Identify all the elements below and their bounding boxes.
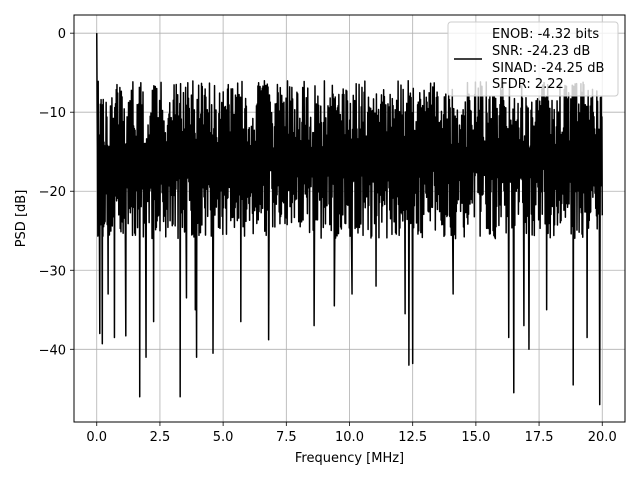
- x-tick-label: 15.0: [461, 430, 490, 445]
- legend: ENOB: -4.32 bits SNR: -24.23 dB SINAD: -…: [447, 21, 619, 97]
- legend-entry-sfdr: SFDR: 2.22: [492, 77, 564, 92]
- psd-series-line: [96, 33, 603, 406]
- x-tick-label: 12.5: [398, 430, 427, 445]
- x-tick-label: 5.0: [213, 430, 234, 445]
- x-tick-label: 2.5: [150, 430, 171, 445]
- y-axis-label: PSD [dB]: [14, 190, 29, 248]
- legend-entry-sinad: SINAD: -24.25 dB: [492, 61, 604, 76]
- x-tick-label: 7.5: [276, 430, 297, 445]
- x-axis-label: Frequency [MHz]: [295, 451, 404, 466]
- y-tick-label: 0: [58, 27, 66, 42]
- x-tick-label: 0.0: [86, 430, 107, 445]
- y-tick-label: −10: [39, 106, 66, 121]
- x-tick-label: 20.0: [588, 430, 617, 445]
- legend-box: [447, 21, 619, 97]
- x-tick-label: 10.0: [335, 430, 364, 445]
- legend-entry-snr: SNR: -24.23 dB: [492, 44, 590, 59]
- series-layer: [96, 33, 603, 406]
- x-tick-label: 17.5: [525, 430, 554, 445]
- y-axis-ticks: 0 −10 −20 −30 −40: [39, 27, 74, 358]
- y-tick-label: −30: [39, 264, 66, 279]
- y-tick-label: −20: [39, 185, 66, 200]
- x-axis-ticks: 0.0 2.5 5.0 7.5 10.0 12.5 15.0 17.5 20.0: [86, 422, 617, 445]
- legend-entry-enob: ENOB: -4.32 bits: [492, 27, 599, 42]
- y-tick-label: −40: [39, 343, 66, 358]
